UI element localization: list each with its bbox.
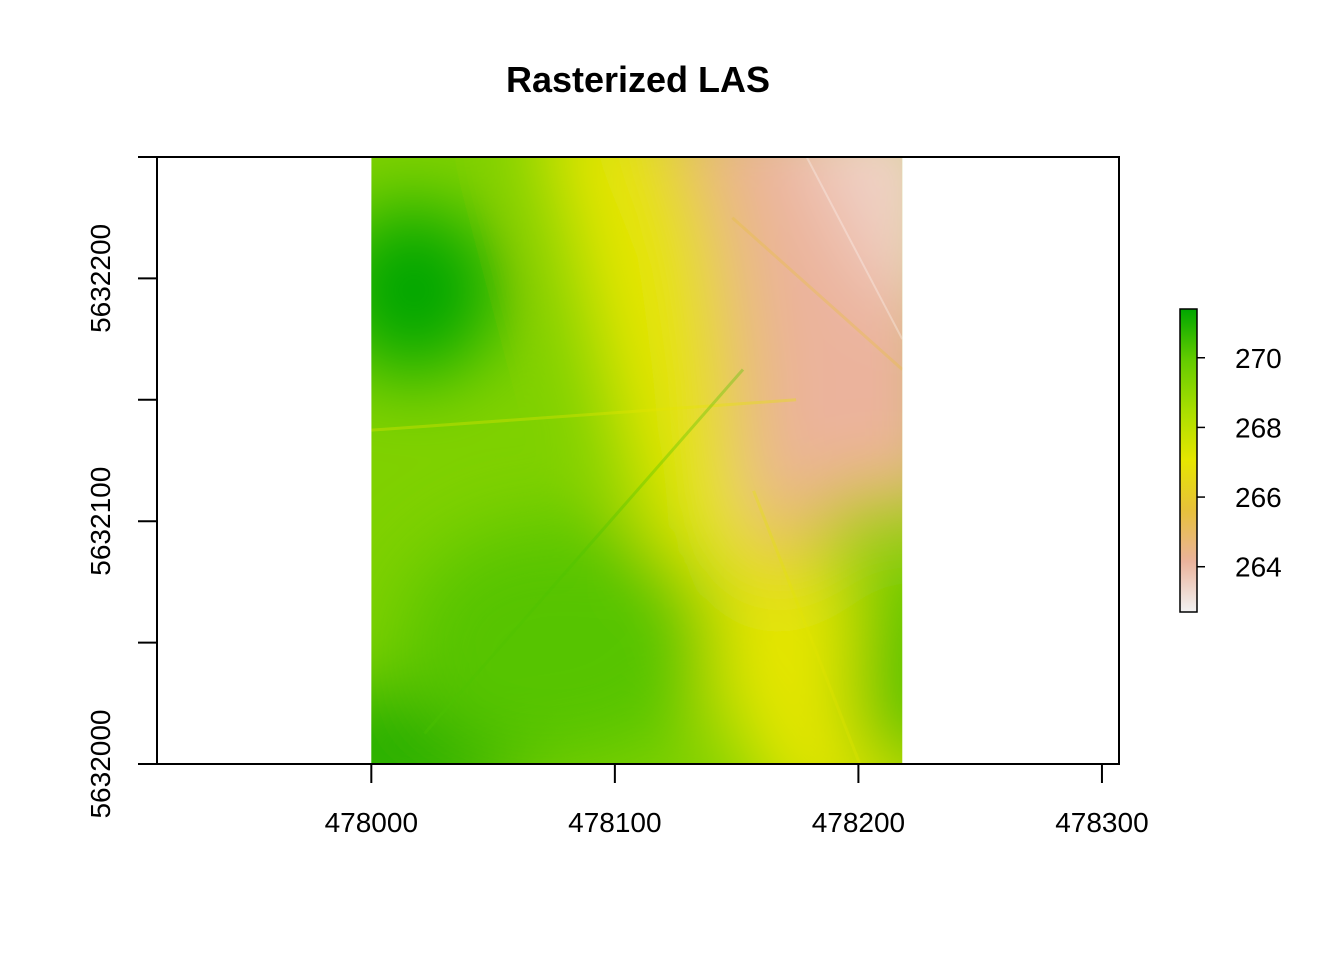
x-tick-label: 478000 [325, 807, 418, 838]
y-axis: 5632000 5632100 5632200 [85, 156, 158, 819]
linear-feature [805, 157, 903, 340]
legend-tick-label: 270 [1235, 343, 1282, 374]
linear-feature [371, 398, 797, 432]
legend-tick-label: 268 [1235, 412, 1282, 443]
tan-region [714, 157, 903, 534]
y-tick-label: 5632000 [85, 709, 116, 818]
chart-title: Rasterized LAS [506, 59, 770, 100]
y-tick-label: 5632200 [85, 224, 116, 333]
mid-green-field [397, 521, 717, 764]
dark-green-hollow [371, 205, 499, 376]
yellow-ridge-region [546, 157, 903, 764]
legend-color-bar [1179, 308, 1198, 613]
color-legend: 264 266 268 270 [1179, 308, 1282, 613]
linear-feature [423, 368, 745, 735]
x-tick-label: 478300 [1055, 807, 1148, 838]
elevation-raster [371, 157, 903, 764]
legend-tick-label: 266 [1235, 482, 1282, 513]
x-tick-label: 478100 [568, 807, 661, 838]
linear-feature [731, 216, 903, 371]
legend-tick-label: 264 [1235, 552, 1282, 583]
green-pocket [854, 563, 903, 764]
x-axis: 478000 478100 478200 478300 [325, 763, 1149, 838]
y-tick-label: 5632100 [85, 467, 116, 576]
x-tick-label: 478200 [812, 807, 905, 838]
pale-corner-region [815, 157, 903, 296]
linear-feature [752, 490, 862, 764]
